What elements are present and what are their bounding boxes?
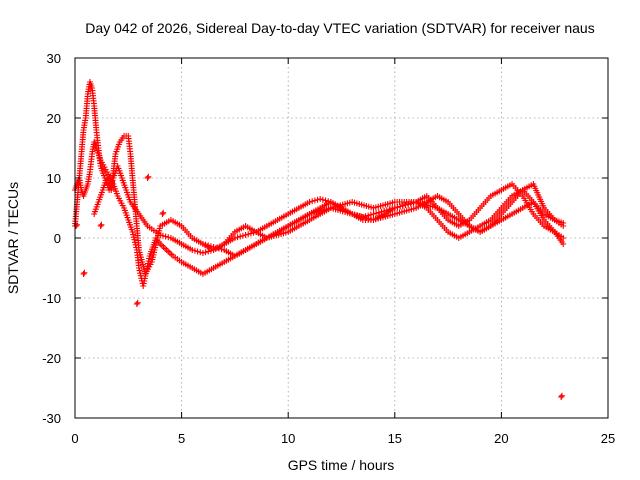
data-point-track-a [237, 233, 244, 240]
data-point-track-a [189, 247, 196, 253]
data-points [72, 79, 567, 400]
data-point-outliers [558, 394, 565, 400]
data-point-track-a [322, 197, 329, 204]
x-tick-labels: 0 5 10 15 20 25 [71, 431, 615, 446]
y-tick-label: -10 [42, 291, 61, 306]
data-point-track-d [202, 241, 209, 248]
y-axis-title: SDTVAR / TECUs [5, 182, 21, 294]
y-tick-labels: -30 -20 -10 0 10 20 30 [42, 51, 61, 426]
data-point-track-a [239, 232, 246, 239]
data-point-track-a [370, 211, 377, 217]
x-tick-label: 20 [494, 431, 508, 446]
data-point-track-a [309, 198, 316, 205]
data-point-track-a [234, 234, 241, 241]
data-point-track-b [129, 229, 136, 235]
data-point-track-b [560, 241, 567, 247]
data-point-track-a [205, 248, 212, 255]
x-tick-label: 25 [601, 431, 615, 446]
data-point-track-a [202, 249, 209, 256]
data-point-track-d [207, 243, 214, 250]
data-point-track-a [319, 196, 326, 203]
data-point-track-b [136, 267, 143, 274]
data-point-track-b [394, 204, 401, 211]
x-tick-label: 10 [281, 431, 295, 446]
data-point-track-b [131, 236, 138, 243]
grid-lines [75, 58, 608, 418]
data-point-track-a [162, 233, 169, 240]
x-tick-label: 5 [178, 431, 185, 446]
data-point-track-a [231, 235, 238, 241]
x-axis-title: GPS time / hours [288, 457, 395, 473]
data-point-track-b [137, 270, 144, 277]
data-point-track-a [194, 248, 201, 255]
data-point-track-a [191, 247, 198, 254]
data-point-track-a [197, 249, 204, 256]
data-point-track-a [373, 210, 380, 217]
data-point-track-b [397, 203, 404, 210]
y-tick-label: 0 [54, 231, 61, 246]
data-point-track-d [213, 244, 220, 251]
data-point-outliers [97, 223, 104, 229]
y-tick-label: 10 [47, 171, 61, 186]
data-point-track-b [130, 231, 137, 238]
data-point-outliers [98, 221, 105, 228]
data-point-track-b [130, 234, 137, 241]
data-point-track-d [210, 244, 217, 250]
data-point-outliers [133, 301, 140, 307]
data-point-track-d [199, 241, 206, 247]
data-point-outliers [144, 175, 151, 181]
y-tick-label: 30 [47, 51, 61, 66]
data-point-track-a [375, 209, 382, 216]
data-point-track-a [317, 196, 324, 202]
y-tick-label: 20 [47, 111, 61, 126]
data-point-outliers [81, 269, 88, 276]
data-point-track-b [399, 202, 406, 209]
data-point-track-a [245, 231, 252, 238]
axis-ticks [74, 57, 609, 419]
data-point-track-a [247, 230, 254, 237]
data-point-outliers [159, 211, 166, 217]
data-point-track-b [391, 205, 398, 211]
data-point-outliers [558, 392, 565, 399]
data-point-track-d [215, 245, 222, 252]
data-point-track-a [311, 197, 318, 204]
data-point-track-b [135, 265, 142, 271]
data-point-track-a [165, 234, 172, 241]
data-point-outliers [145, 173, 152, 180]
data-point-track-d [205, 242, 212, 249]
data-point-track-d [560, 220, 567, 226]
y-tick-label: -20 [42, 351, 61, 366]
data-point-track-d [218, 246, 225, 253]
chart-title: Day 042 of 2026, Sidereal Day-to-day VTE… [85, 20, 594, 36]
data-point-outliers [80, 271, 87, 277]
data-point-track-a [242, 232, 249, 238]
data-point-outliers [134, 299, 141, 306]
y-tick-label: -30 [42, 411, 61, 426]
data-point-track-a [199, 250, 206, 256]
x-tick-label: 0 [71, 431, 78, 446]
data-point-outliers [73, 223, 80, 229]
data-point-track-a [306, 199, 313, 205]
data-point-outliers [160, 209, 167, 216]
data-point-track-b [402, 202, 409, 208]
x-tick-label: 15 [388, 431, 402, 446]
data-point-track-a [314, 196, 321, 203]
